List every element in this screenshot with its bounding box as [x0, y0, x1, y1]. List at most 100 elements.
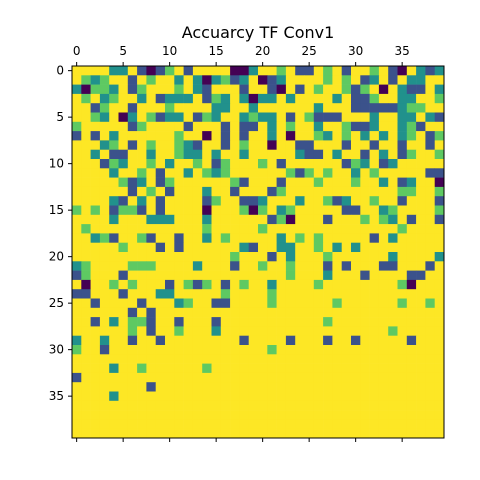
heatmap-cell	[127, 307, 138, 318]
heatmap-cell	[230, 214, 240, 225]
heatmap-cell	[295, 112, 305, 123]
heatmap-cell	[397, 205, 408, 216]
heatmap-cell	[109, 186, 119, 197]
heatmap-cell	[434, 242, 445, 253]
heatmap-cell	[202, 224, 212, 234]
heatmap-cell	[183, 419, 194, 429]
heatmap-cell	[118, 149, 129, 160]
heatmap-cell	[285, 149, 296, 160]
heatmap-cell	[118, 93, 129, 104]
heatmap-cell	[248, 103, 259, 113]
heatmap-cell	[192, 186, 203, 197]
heatmap-cell	[192, 391, 203, 402]
heatmap-cell	[211, 335, 222, 346]
heatmap-cell	[388, 261, 398, 271]
heatmap-cell	[109, 112, 119, 123]
heatmap-cell	[388, 428, 398, 439]
heatmap-cell	[72, 382, 82, 392]
heatmap-cell	[239, 289, 249, 299]
heatmap-cell	[202, 177, 212, 188]
heatmap-cell	[174, 391, 184, 402]
heatmap-cell	[360, 252, 370, 262]
heatmap-cell	[109, 233, 119, 243]
heatmap-cell	[388, 112, 398, 123]
heatmap-cell	[146, 419, 156, 429]
heatmap-cell	[137, 224, 147, 234]
heatmap-cell	[155, 335, 166, 346]
heatmap-cell	[118, 186, 129, 197]
heatmap-cell	[174, 307, 184, 318]
heatmap-cell	[258, 168, 268, 178]
heatmap-cell	[230, 326, 240, 336]
heatmap-cell	[304, 131, 315, 141]
heatmap-cell	[155, 103, 166, 113]
heatmap-cell	[276, 252, 287, 262]
heatmap-cell	[258, 131, 268, 141]
heatmap-cell	[369, 168, 380, 178]
heatmap-cell	[230, 400, 240, 411]
heatmap-cell	[202, 317, 212, 327]
heatmap-cell	[378, 149, 389, 160]
heatmap-cell	[369, 317, 380, 327]
heatmap-cell	[360, 298, 370, 309]
heatmap-cell	[378, 214, 389, 225]
heatmap-cell	[323, 410, 333, 420]
heatmap-cell	[202, 372, 212, 383]
heatmap-cell	[295, 84, 305, 95]
heatmap-cell	[192, 233, 203, 243]
heatmap-cell	[174, 159, 184, 169]
heatmap-cell	[258, 298, 268, 309]
heatmap-cell	[416, 93, 426, 104]
heatmap-cell	[118, 84, 129, 95]
heatmap-cell	[99, 103, 110, 113]
heatmap-cell	[109, 419, 119, 429]
heatmap-cell	[323, 112, 333, 123]
heatmap-cell	[118, 326, 129, 336]
heatmap-cell	[192, 196, 203, 206]
heatmap-cell	[276, 410, 287, 420]
heatmap-cell	[239, 84, 249, 95]
heatmap-cell	[99, 270, 110, 281]
heatmap-cell	[174, 131, 184, 141]
heatmap-cell	[90, 159, 101, 169]
heatmap-cell	[248, 335, 259, 346]
heatmap-cell	[192, 261, 203, 271]
heatmap-cell	[267, 224, 277, 234]
heatmap-cell	[295, 382, 305, 392]
x-tick-label: 35	[395, 44, 410, 58]
heatmap-cell	[109, 140, 119, 150]
heatmap-cell	[146, 372, 156, 383]
heatmap-cell	[239, 317, 249, 327]
heatmap-cell	[332, 261, 342, 271]
heatmap-cell	[267, 75, 277, 85]
heatmap-cell	[202, 279, 212, 290]
heatmap-cell	[248, 428, 259, 439]
heatmap-cell	[388, 168, 398, 178]
heatmap-cell	[295, 419, 305, 429]
heatmap-cell	[351, 335, 361, 346]
heatmap-cell	[295, 307, 305, 318]
heatmap-cell	[192, 400, 203, 411]
heatmap-cell	[378, 121, 389, 132]
heatmap-cell	[323, 121, 333, 132]
heatmap-cell	[323, 214, 333, 225]
heatmap-cell	[109, 279, 119, 290]
heatmap-cell	[332, 252, 342, 262]
heatmap-cell	[285, 326, 296, 336]
heatmap-cell	[192, 270, 203, 281]
heatmap-cell	[248, 372, 259, 383]
heatmap-cell	[313, 159, 324, 169]
heatmap-cell	[267, 382, 277, 392]
heatmap-cell	[211, 363, 222, 374]
heatmap-cell	[332, 363, 342, 374]
heatmap-cell	[276, 66, 287, 76]
heatmap-cell	[276, 307, 287, 318]
heatmap-cell	[146, 149, 156, 160]
heatmap-cell	[388, 279, 398, 290]
heatmap-cell	[332, 84, 342, 95]
heatmap-cell	[118, 131, 129, 141]
heatmap-cell	[72, 345, 82, 355]
heatmap-cell	[397, 400, 408, 411]
heatmap-cell	[425, 391, 435, 402]
heatmap-cell	[174, 354, 184, 364]
